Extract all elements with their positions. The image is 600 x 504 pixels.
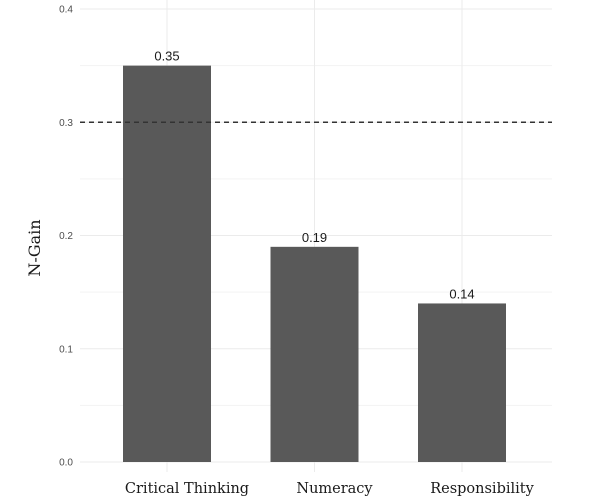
y-tick-label: 0.3 — [59, 118, 73, 129]
y-axis-label: N-Gain — [25, 219, 44, 276]
data-labels: 0.35 0.19 0.14 — [154, 49, 474, 302]
x-tick-label: Critical Thinking — [125, 481, 249, 497]
y-tick-label: 0.4 — [59, 5, 73, 16]
bar — [123, 65, 211, 462]
data-label: 0.14 — [449, 286, 474, 301]
y-tick-label: 0.1 — [59, 344, 73, 355]
y-tick-label: 0.0 — [59, 458, 73, 469]
bars — [123, 65, 506, 462]
x-axis-labels: Critical Thinking Numeracy Responsibility — [125, 481, 535, 497]
bar — [270, 246, 359, 462]
y-tick-label: 0.2 — [59, 231, 73, 242]
data-label: 0.35 — [154, 49, 179, 64]
x-tick-label: Responsibility — [430, 481, 534, 497]
bar — [418, 303, 506, 462]
data-label: 0.19 — [302, 230, 327, 245]
x-tick-label: Numeracy — [296, 481, 373, 497]
y-axis-ticks: 0.0 0.1 0.2 0.3 0.4 — [59, 5, 73, 469]
